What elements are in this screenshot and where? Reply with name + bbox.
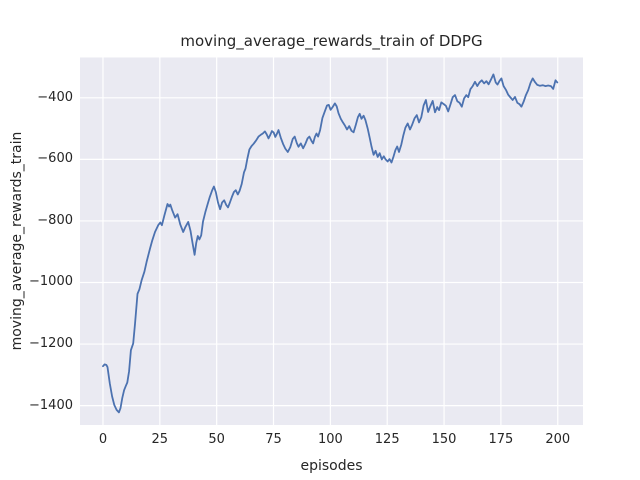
y-tick-label: −400 <box>37 89 73 105</box>
x-tick-label: 125 <box>374 432 400 447</box>
x-tick-label: 175 <box>488 432 514 447</box>
x-tick-label: 200 <box>545 432 571 447</box>
plot-area <box>80 57 583 425</box>
series-line-moving-average-rewards <box>102 73 559 414</box>
x-tick-label: 25 <box>151 432 169 447</box>
x-tick-label: 100 <box>317 432 343 447</box>
x-tick-label: 150 <box>431 432 457 447</box>
x-axis-label: episodes <box>300 458 363 474</box>
y-tick-label: −1200 <box>29 336 73 352</box>
x-tick-label: 0 <box>98 432 108 447</box>
chart-title: moving_average_rewards_train of DDPG <box>180 32 483 50</box>
x-tick-label: 50 <box>208 432 225 447</box>
x-tick-label: 75 <box>265 432 282 447</box>
y-axis-label: moving_average_rewards_train <box>9 131 25 351</box>
y-tick-label: −1000 <box>29 274 73 290</box>
y-tick-label: −600 <box>37 151 73 167</box>
y-tick-label: −1400 <box>29 397 73 413</box>
y-tick-label: −800 <box>37 212 73 228</box>
